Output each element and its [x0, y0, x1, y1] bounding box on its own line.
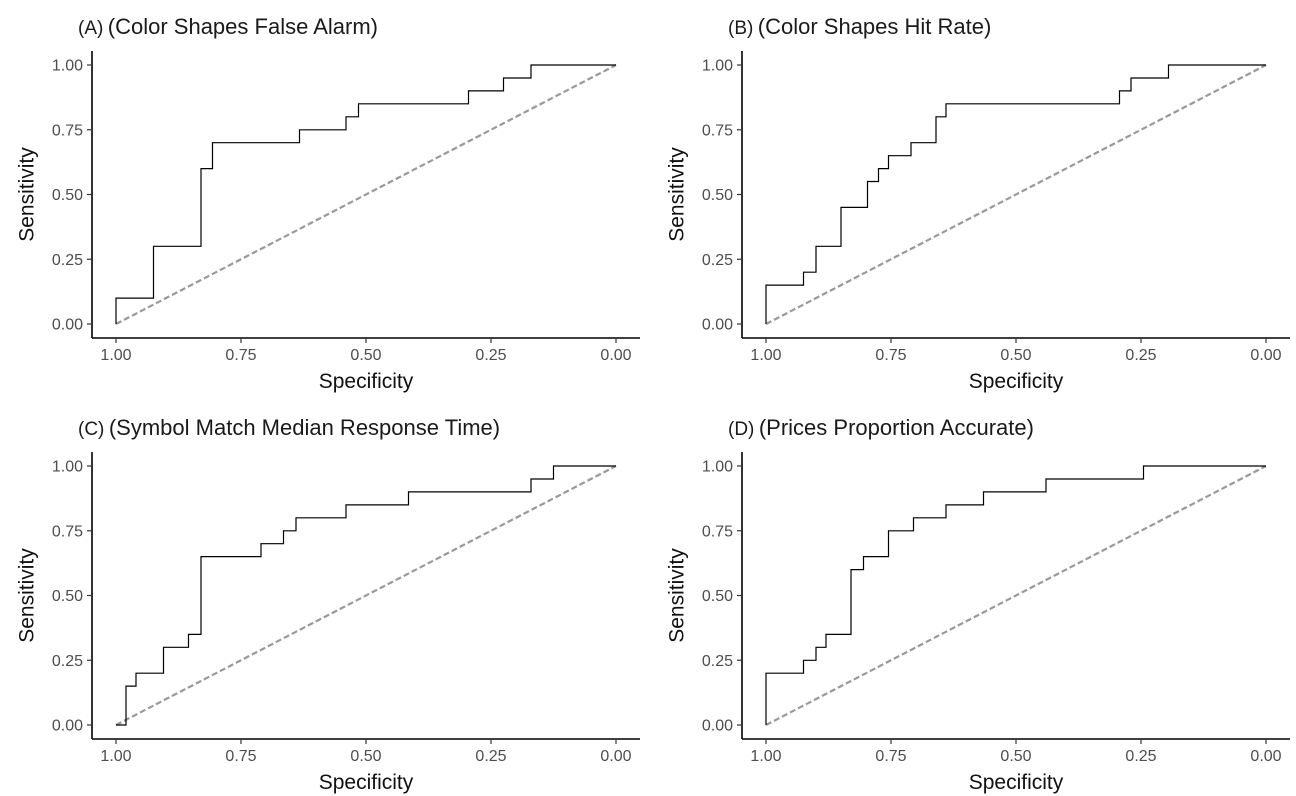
panel-b-reference-diagonal	[765, 64, 1267, 325]
panel-a-y-tick-label: 0.75	[52, 122, 83, 139]
panel-d-title: (Prices Proportion Accurate)	[758, 415, 1034, 440]
panel-b-y-tick-label: 1.00	[702, 58, 733, 75]
panel-b-x-tick-label: 0.50	[1000, 347, 1031, 364]
panel-d-x-tick-label: 0.25	[1125, 748, 1156, 765]
panel-b-x-tick-label: 0.75	[875, 347, 906, 364]
panel-c-x-tick-label: 1.00	[100, 748, 131, 765]
panel-b-header: (B) (Color Shapes Hit Rate)	[728, 14, 991, 40]
panel-c-x-tick-label: 0.00	[600, 748, 631, 765]
panel-d-x-tick-label: 0.00	[1250, 748, 1281, 765]
panel-c-letter: (C)	[78, 419, 105, 440]
panel-a-x-tick-label: 1.00	[100, 347, 131, 364]
panel-c-reference-diagonal	[115, 465, 617, 726]
panel-b-x-tick-label: 1.00	[750, 347, 781, 364]
panel-a-x-tick-label: 0.50	[350, 347, 381, 364]
panel-d-y-tick-label: 0.50	[702, 588, 733, 605]
panel-b-letter: (B)	[728, 18, 754, 39]
panel-c-y-tick-label: 1.00	[52, 459, 83, 476]
panel-a-x-tick-label: 0.75	[225, 347, 256, 364]
panel-c-y-axis-title: Sensitivity	[16, 548, 39, 643]
panel-a-roc-curve	[115, 64, 616, 324]
panel-d-x-tick-label: 0.75	[875, 748, 906, 765]
panel-b-y-tick-label: 0.00	[702, 317, 733, 334]
panel-b-y-axis-title: Sensitivity	[666, 147, 689, 242]
panel-b-y-tick-label: 0.25	[702, 252, 733, 269]
panel-b-title: (Color Shapes Hit Rate)	[757, 14, 992, 39]
panel-a-x-tick-label: 0.00	[600, 347, 631, 364]
panel-d-x-tick-label: 0.50	[1000, 748, 1031, 765]
panel-a-letter: (A)	[78, 18, 104, 39]
panel-a-reference-diagonal	[115, 64, 617, 325]
panel-b-y-tick-label: 0.75	[702, 122, 733, 139]
panel-c-x-tick-label: 0.25	[475, 748, 506, 765]
panel-d-header: (D) (Prices Proportion Accurate)	[728, 415, 1034, 441]
panel-d-y-tick-label: 0.25	[702, 653, 733, 670]
panel-d-x-axis-title: Specificity	[969, 771, 1064, 794]
panel-a-y-tick-label: 0.00	[52, 317, 83, 334]
panel-a-y-tick-label: 0.50	[52, 187, 83, 204]
panel-d-y-axis-title: Sensitivity	[666, 548, 689, 643]
panel-b-y-tick-label: 0.50	[702, 187, 733, 204]
panel-d-y-tick-label: 1.00	[702, 459, 733, 476]
panel-c-x-tick-label: 0.75	[225, 748, 256, 765]
panel-d-x-tick-label: 1.00	[750, 748, 781, 765]
panel-a-x-axis-title: Specificity	[319, 370, 414, 393]
panel-c-x-axis-title: Specificity	[319, 771, 414, 794]
panel-c-y-tick-label: 0.75	[52, 523, 83, 540]
panel-a-y-axis-title: Sensitivity	[16, 147, 39, 242]
panel-a-x-tick-label: 0.25	[475, 347, 506, 364]
panel-c-y-tick-label: 0.00	[52, 718, 83, 735]
panel-d-y-tick-label: 0.75	[702, 523, 733, 540]
panel-d-reference-diagonal	[765, 465, 1267, 726]
panel-c-y-tick-label: 0.25	[52, 653, 83, 670]
panel-a-header: (A) (Color Shapes False Alarm)	[78, 14, 378, 40]
panel-a-title: (Color Shapes False Alarm)	[107, 14, 378, 39]
panel-b-x-tick-label: 0.25	[1125, 347, 1156, 364]
panel-d-y-tick-label: 0.00	[702, 718, 733, 735]
panel-c-x-tick-label: 0.50	[350, 748, 381, 765]
panel-c-header: (C) (Symbol Match Median Response Time)	[78, 415, 500, 441]
panel-b-x-tick-label: 0.00	[1250, 347, 1281, 364]
panel-b-x-axis-title: Specificity	[969, 370, 1064, 393]
panel-b-roc-curve	[765, 64, 1266, 324]
panel-d-letter: (D)	[728, 419, 755, 440]
panel-a-y-tick-label: 0.25	[52, 252, 83, 269]
panel-d-roc-curve	[765, 465, 1266, 725]
panel-c-title: (Symbol Match Median Response Time)	[108, 415, 501, 440]
panel-a-y-tick-label: 1.00	[52, 58, 83, 75]
panel-c-y-tick-label: 0.50	[52, 588, 83, 605]
panel-c-roc-curve	[116, 465, 616, 726]
